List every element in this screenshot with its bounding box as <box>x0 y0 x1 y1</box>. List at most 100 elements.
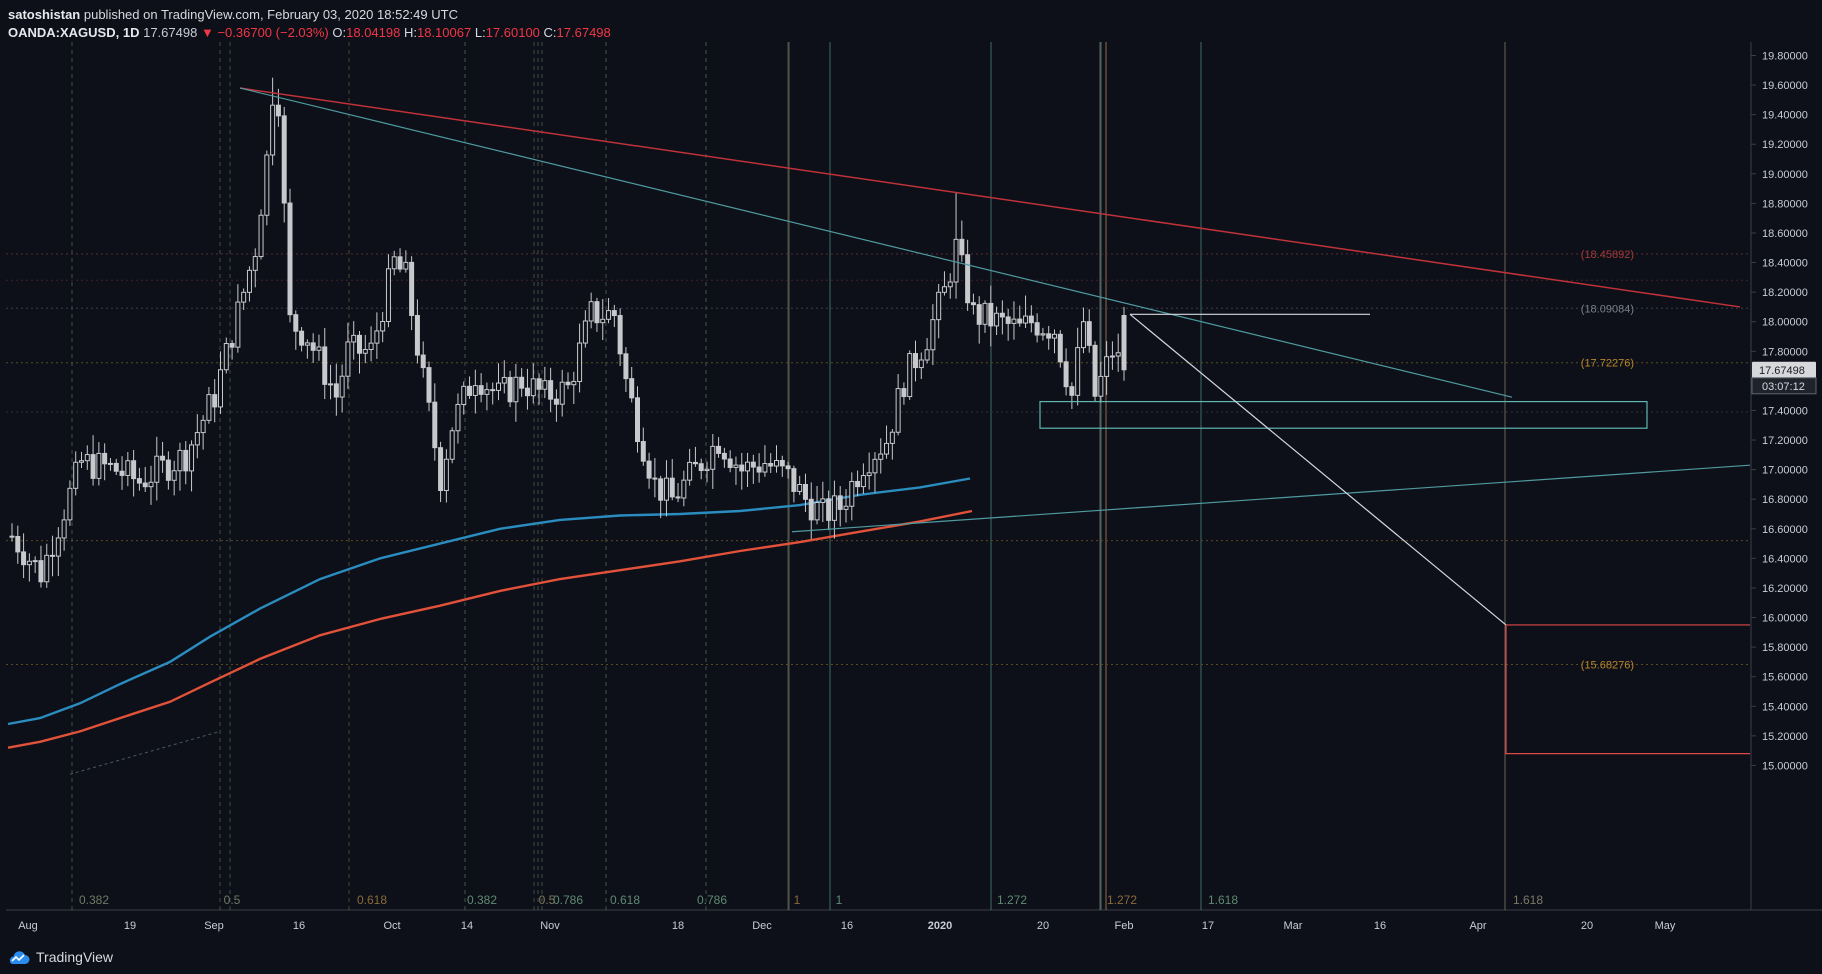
candle-body[interactable] <box>768 463 774 467</box>
candle-body[interactable] <box>519 376 525 389</box>
candle-body[interactable] <box>600 318 606 324</box>
author-name[interactable]: satoshistan <box>8 7 81 22</box>
candle-body[interactable] <box>652 477 658 480</box>
candle-body[interactable] <box>403 261 409 270</box>
candle-body[interactable] <box>206 394 212 421</box>
candle-body[interactable] <box>264 154 270 216</box>
candle-body[interactable] <box>1057 333 1063 363</box>
candle-body[interactable] <box>484 389 490 395</box>
teal-descending-trendline[interactable] <box>239 87 1513 398</box>
candle-body[interactable] <box>200 419 206 434</box>
candle-body[interactable] <box>131 460 137 480</box>
candle-body[interactable] <box>820 498 826 504</box>
candle-body[interactable] <box>455 403 461 432</box>
candle-body[interactable] <box>154 455 160 483</box>
candle-body[interactable] <box>762 463 768 473</box>
candle-body[interactable] <box>988 302 994 327</box>
candle-body[interactable] <box>328 383 334 386</box>
candle-body[interactable] <box>44 554 50 583</box>
candle-body[interactable] <box>553 398 559 405</box>
candle-body[interactable] <box>189 444 195 472</box>
target-zone[interactable] <box>1505 624 1750 755</box>
candle-body[interactable] <box>640 441 646 462</box>
candle-body[interactable] <box>866 472 872 477</box>
candle-body[interactable] <box>310 342 316 351</box>
candle-body[interactable] <box>617 315 623 355</box>
candle-body[interactable] <box>397 256 403 270</box>
candle-body[interactable] <box>594 301 600 324</box>
drawings[interactable] <box>239 87 1751 755</box>
candle-body[interactable] <box>102 452 108 465</box>
candle-body[interactable] <box>362 349 368 354</box>
candle-body[interactable] <box>913 353 918 369</box>
candle-body[interactable] <box>565 381 571 386</box>
candle-body[interactable] <box>669 477 675 498</box>
candle-body[interactable] <box>681 479 687 499</box>
candle-body[interactable] <box>304 342 310 346</box>
candle-body[interactable] <box>380 321 386 332</box>
candle-body[interactable] <box>293 314 299 332</box>
candle-body[interactable] <box>368 342 374 351</box>
candle-body[interactable] <box>895 388 901 433</box>
candle-body[interactable] <box>96 452 102 479</box>
candle-body[interactable] <box>675 496 681 499</box>
candle-body[interactable] <box>779 460 785 467</box>
candle-body[interactable] <box>629 378 635 399</box>
candle-body[interactable] <box>1069 386 1075 396</box>
candle-body[interactable] <box>119 470 125 476</box>
candle-body[interactable] <box>467 385 473 396</box>
candle-body[interactable] <box>194 432 200 446</box>
candle-body[interactable] <box>843 505 849 510</box>
candle-body[interactable] <box>322 346 328 385</box>
candle-body[interactable] <box>936 291 942 321</box>
candle-body[interactable] <box>901 388 907 398</box>
candle-body[interactable] <box>136 478 142 484</box>
candle-body[interactable] <box>623 353 629 380</box>
candle-body[interactable] <box>21 551 27 566</box>
candle-body[interactable] <box>860 475 866 488</box>
candle-body[interactable] <box>745 461 751 472</box>
candle-body[interactable] <box>1040 333 1046 336</box>
candle-body[interactable] <box>490 389 496 392</box>
candle-body[interactable] <box>1046 333 1052 339</box>
candle-body[interactable] <box>258 214 264 258</box>
candle-body[interactable] <box>38 560 44 583</box>
time-axis[interactable]: Aug 19 Sep 16 Oct 14 Nov 18 Dec 16 2020 20 Feb 17 Mar 1… <box>18 920 1676 932</box>
candle-body[interactable] <box>536 378 542 390</box>
candle-body[interactable] <box>496 382 501 391</box>
candle-body[interactable] <box>246 269 252 293</box>
candle-body[interactable] <box>1028 315 1034 324</box>
candle-body[interactable] <box>252 256 258 271</box>
candle-body[interactable] <box>165 459 171 481</box>
candle-body[interactable] <box>698 463 704 472</box>
candle-body[interactable] <box>750 461 756 468</box>
candle-body[interactable] <box>1005 316 1011 324</box>
candle-body[interactable] <box>756 466 762 473</box>
candle-body[interactable] <box>270 104 276 156</box>
candle-body[interactable] <box>582 320 588 344</box>
candle-body[interactable] <box>658 478 664 501</box>
candle-body[interactable] <box>1080 321 1086 349</box>
candle-body[interactable] <box>907 353 913 398</box>
candle-body[interactable] <box>1063 361 1069 388</box>
candle-body[interactable] <box>501 376 507 384</box>
projection-line[interactable] <box>1129 313 1507 626</box>
candle-body[interactable] <box>345 341 351 377</box>
candle-body[interactable] <box>513 376 519 403</box>
candle-body[interactable] <box>941 286 947 293</box>
candle-body[interactable] <box>148 481 154 488</box>
candle-body[interactable] <box>177 449 183 472</box>
candle-body[interactable] <box>872 458 878 474</box>
candle-body[interactable] <box>1104 356 1110 377</box>
candle-body[interactable] <box>687 461 693 481</box>
red-resistance-trendline[interactable] <box>239 87 1741 308</box>
teal-ascending-trendline[interactable] <box>791 464 1751 533</box>
candle-body[interactable] <box>142 482 148 488</box>
candle-body[interactable] <box>953 238 959 283</box>
candle-body[interactable] <box>26 560 32 566</box>
candle-body[interactable] <box>918 359 924 369</box>
candle-body[interactable] <box>1092 344 1098 397</box>
candle-body[interactable] <box>814 502 820 521</box>
candle-body[interactable] <box>727 458 733 468</box>
candle-body[interactable] <box>275 104 281 117</box>
